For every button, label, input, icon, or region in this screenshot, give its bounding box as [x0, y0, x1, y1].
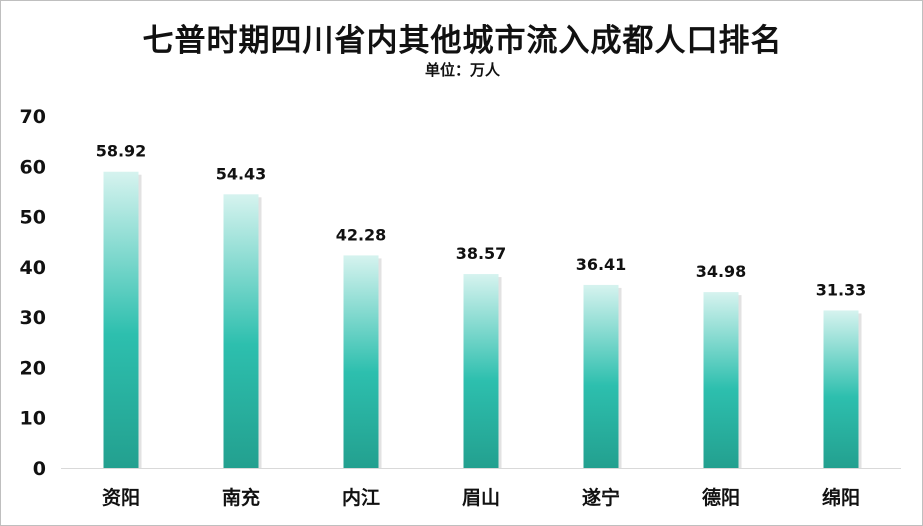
x-axis: 资阳 南充 内江 眉山 遂宁 德阳 绵阳 — [102, 486, 860, 509]
bar-value-label: 36.41 — [576, 255, 627, 274]
category-label: 德阳 — [702, 486, 740, 509]
bar-value-label: 58.92 — [96, 142, 147, 161]
category-label: 南充 — [222, 486, 260, 509]
y-tick-label: 70 — [20, 106, 46, 128]
y-tick-label: 40 — [20, 257, 46, 279]
bar — [343, 255, 379, 468]
y-tick-label: 0 — [33, 458, 46, 480]
bars — [103, 171, 862, 469]
bar-value-label: 34.98 — [696, 262, 747, 281]
bar-value-label: 31.33 — [816, 280, 867, 299]
bar — [223, 194, 259, 468]
data-labels: 58.92 54.43 42.28 38.57 36.41 34.98 31.33 — [96, 142, 867, 300]
bar-value-label: 38.57 — [456, 244, 507, 263]
category-label: 遂宁 — [582, 486, 620, 509]
bar — [463, 274, 499, 468]
category-label: 眉山 — [462, 487, 500, 509]
y-tick-label: 10 — [20, 408, 46, 430]
category-label: 绵阳 — [822, 486, 860, 509]
y-tick-label: 50 — [20, 207, 46, 229]
chart-subtitle: 单位：万人 — [424, 61, 500, 79]
chart-title: 七普时期四川省内其他城市流入成都人口排名 — [142, 23, 783, 59]
category-label: 资阳 — [102, 486, 140, 509]
category-label: 内江 — [342, 486, 380, 509]
bar — [583, 284, 619, 468]
bar-value-label: 42.28 — [336, 225, 387, 244]
y-tick-label: 30 — [20, 307, 46, 329]
bar-value-label: 54.43 — [216, 164, 267, 183]
y-axis: 0 10 20 30 40 50 60 70 — [20, 106, 901, 480]
bar — [703, 292, 739, 468]
bar — [823, 310, 859, 468]
bar — [103, 171, 139, 469]
y-tick-label: 20 — [20, 357, 46, 379]
y-tick-label: 60 — [20, 156, 46, 178]
